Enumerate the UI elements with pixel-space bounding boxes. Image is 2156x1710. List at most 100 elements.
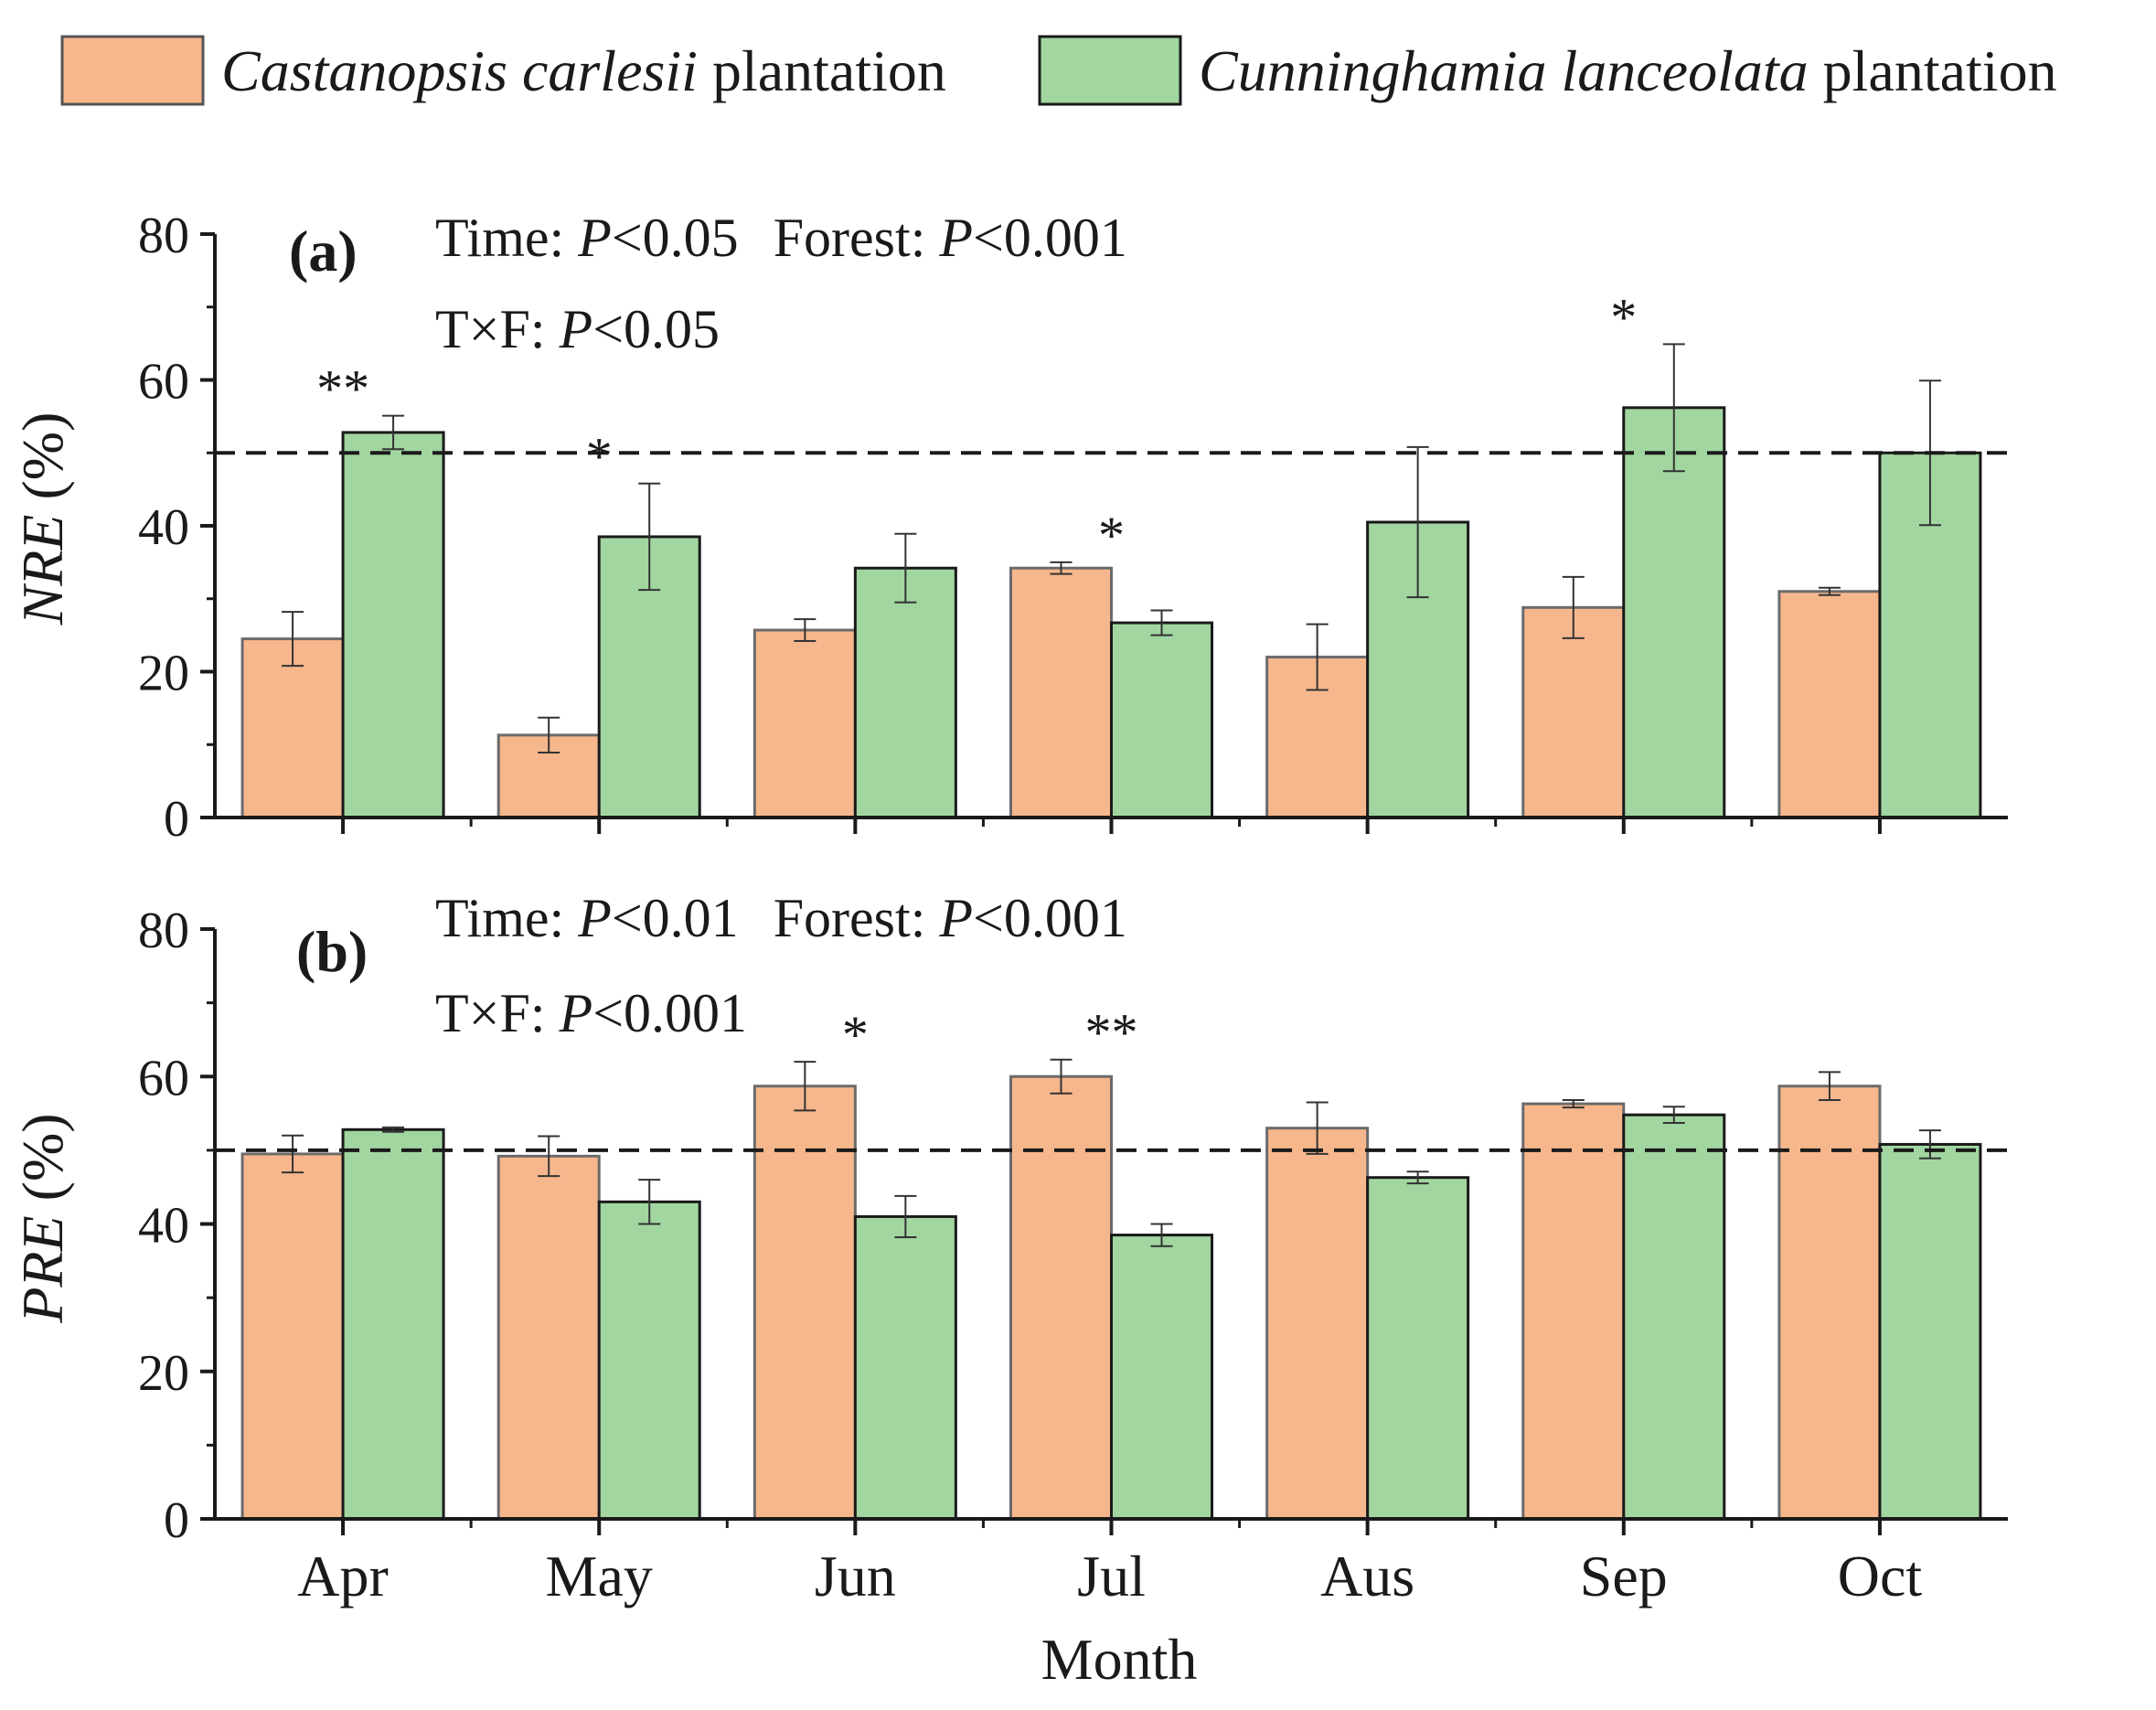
panel-b-bar-cunninghamia-aus [1366,1176,1470,1521]
panel-b-stat-forest-p: P [938,888,973,948]
panel-a-significance-jul: * [1098,506,1125,565]
panel-b-ytick-label-60: 60 [138,1050,189,1106]
panel-b-errorbar-cunninghamia-jun [894,1194,917,1239]
x-tick-label-jul: Jul [1077,1544,1146,1608]
panel-b: PRE (%) (b) Time: P<0.01 Forest: P<0.001 … [10,888,2008,1608]
panel-a-errorbar-cunninghamia-apr [382,414,405,451]
legend: Castanopsis carlesii plantation Cunningh… [60,35,2057,106]
panel-a-errorbar-cunninghamia-sep [1662,343,1685,473]
panel-b-errorbar-cunninghamia-sep [1662,1106,1685,1125]
panel-a-errorbar-cunninghamia-jul [1150,609,1173,636]
panel-a-errorbar-castanopsis-apr [282,611,304,668]
panel-b-errorbar-castanopsis-aus [1306,1101,1329,1155]
panel-b-stat-forest-value: <0.001 [973,888,1127,948]
panel-b-ylabel: PRE (%) [10,1113,75,1323]
panel-a-ytick-label-80: 80 [138,208,189,264]
panel-a-significance-sep: * [1610,287,1637,347]
panel-b-errorbar-cunninghamia-may [638,1179,661,1225]
panel-a-errorbar-castanopsis-aus [1306,623,1329,691]
panel-a-stat-interaction-value: <0.05 [592,299,720,359]
panel-b-stat-interaction-value: <0.001 [592,983,747,1043]
panel-b-significance-jun: * [842,1005,869,1064]
x-tick-label-apr: Apr [297,1544,389,1608]
x-axis-title: Month [1041,1627,1198,1692]
panel-b-errorbar-castanopsis-jul [1050,1058,1073,1095]
panel-b-stat-interaction-p: P [559,983,593,1043]
panel-b-stat-time-value: <0.01 [612,888,739,948]
panel-a-bar-castanopsis-jun [752,628,857,819]
panel-a-stat-forest-label: Forest: [774,208,940,268]
panel-b-stat-time-p: P [577,888,612,948]
panel-b-stat-interaction-label: T×F: [435,983,560,1043]
panel-b-errorbar-castanopsis-oct [1818,1071,1841,1102]
panel-b-bar-castanopsis-aus [1265,1127,1370,1521]
panel-a-stat-time-p: P [577,208,612,268]
panel-a-significance-may: * [586,427,613,486]
legend-suffix-castanopsis: plantation [698,38,946,103]
panel-b-bar-cunninghamia-sep [1622,1113,1726,1521]
panel-a-bar-castanopsis-sep [1521,605,1626,819]
panel-b-errorbar-cunninghamia-jul [1150,1223,1173,1247]
panel-a-ytick-label-0: 0 [164,791,189,848]
panel-b-errorbar-castanopsis-may [538,1135,560,1178]
panel-b-ylabel-var: PRE [10,1215,75,1323]
panel-b-bar-castanopsis-apr [240,1152,345,1521]
panel-a-errorbar-castanopsis-jun [794,618,817,643]
panel-a-errorbar-castanopsis-may [538,716,560,754]
panel-b-stats-line2: T×F: P<0.001 [435,983,747,1043]
panel-b-bar-cunninghamia-oct [1878,1142,1982,1521]
panel-b-bar-castanopsis-jul [1009,1074,1113,1521]
panel-a-stats-line1: Time: P<0.05 Forest: P<0.001 [435,208,1127,268]
panel-b-ytick-label-80: 80 [138,903,189,959]
panel-b-bar-castanopsis-sep [1521,1102,1626,1521]
panel-a-stat-interaction-p: P [559,299,593,359]
panel-a-bar-cunninghamia-sep [1622,406,1726,819]
panel-b-bar-cunninghamia-apr [341,1128,445,1521]
panel-a-ytick-label-60: 60 [138,354,189,411]
x-tick-label-sep: Sep [1580,1544,1668,1608]
x-tick-label-oct: Oct [1838,1544,1923,1608]
panel-b-errorbar-cunninghamia-oct [1918,1129,1941,1160]
panel-a: NRE (%) (a) Time: P<0.05 Forest: P<0.001 … [10,208,2008,848]
panel-a-ylabel-var: NRE [10,515,75,626]
panel-a-bar-castanopsis-oct [1777,590,1882,819]
panel-a-errorbar-cunninghamia-aus [1406,445,1429,599]
panel-a-ylabel: NRE (%) [10,412,75,626]
panel-b-ytick-label-20: 20 [138,1345,189,1402]
legend-label-cunninghamia: Cunninghamia lanceolata plantation [1199,38,2057,103]
panel-b-errorbar-castanopsis-jun [794,1061,817,1112]
panel-b-bar-castanopsis-may [496,1154,601,1521]
x-tick-label-may: May [546,1544,653,1608]
panel-b-bar-cunninghamia-jun [853,1214,957,1521]
panel-a-ylabel-unit: (%) [10,412,75,515]
panel-a-ytick-label-40: 40 [138,499,189,556]
panel-b-ylabel-unit: (%) [10,1113,75,1215]
panel-a-bar-cunninghamia-jul [1110,621,1213,819]
legend-species-cunninghamia: Cunninghamia lanceolata [1199,38,1809,103]
x-tick-label-jun: Jun [815,1544,896,1608]
legend-swatch-castanopsis [60,35,205,106]
panel-a-errorbar-cunninghamia-jun [894,532,917,604]
panel-b-bar-castanopsis-oct [1777,1085,1882,1521]
panel-a-stat-forest-p: P [938,208,973,268]
panel-b-bar-cunninghamia-jul [1110,1234,1213,1521]
panel-a-bar-cunninghamia-jun [853,566,957,819]
legend-species-castanopsis: Castanopsis carlesii [221,38,698,103]
panel-a-ytick-label-20: 20 [138,646,189,702]
panel-b-bar-cunninghamia-may [597,1200,701,1521]
panel-a-significance-apr: ** [316,359,369,419]
panel-b-errorbar-castanopsis-apr [282,1134,304,1174]
panel-a-errorbar-castanopsis-sep [1562,575,1585,639]
panel-a-label: (a) [289,219,358,283]
panel-b-significance-jul: ** [1085,1003,1138,1063]
panel-a-bar-castanopsis-apr [240,637,345,819]
legend-label-castanopsis: Castanopsis carlesii plantation [221,38,946,103]
panel-b-errorbar-cunninghamia-aus [1406,1170,1429,1185]
legend-suffix-cunninghamia: plantation [1809,38,2057,103]
panel-b-stat-time-label: Time: [435,888,578,948]
panel-b-label: (b) [296,919,368,984]
panel-a-stat-time-label: Time: [435,208,578,268]
legend-swatch-cunninghamia [1038,35,1182,106]
x-tick-label-aus: Aus [1320,1544,1414,1608]
